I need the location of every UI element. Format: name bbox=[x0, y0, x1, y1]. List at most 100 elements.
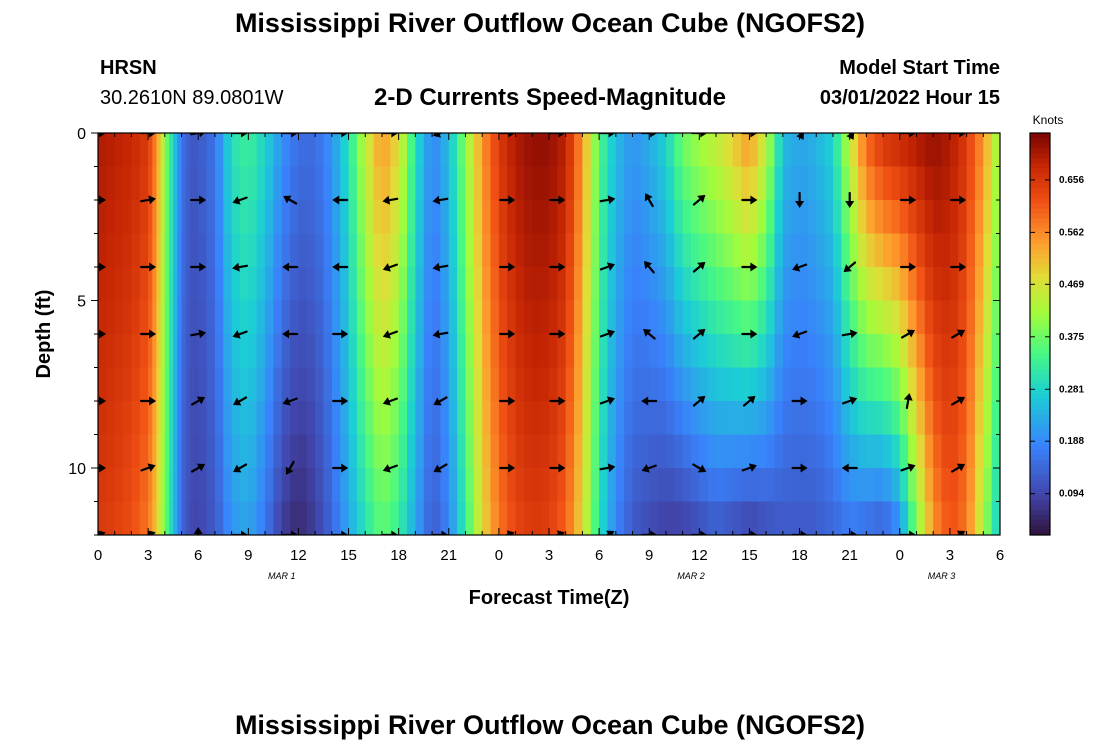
heatmap-cell bbox=[498, 166, 508, 201]
heatmap-cell bbox=[807, 468, 817, 503]
heatmap-cell bbox=[849, 501, 859, 535]
heatmap-cell bbox=[749, 166, 759, 201]
heatmap-cell bbox=[340, 166, 350, 201]
heatmap-cell bbox=[565, 434, 575, 469]
heatmap-cell bbox=[665, 401, 675, 436]
heatmap-cell bbox=[766, 166, 776, 201]
heatmap-cell bbox=[924, 166, 934, 201]
heatmap-cell bbox=[632, 334, 642, 369]
heatmap-cell bbox=[766, 233, 776, 268]
heatmap-cell bbox=[265, 300, 274, 335]
heatmap-cell bbox=[164, 200, 170, 235]
heatmap-cell bbox=[398, 367, 408, 402]
heatmap-cell bbox=[941, 267, 951, 302]
current-arrow bbox=[140, 262, 157, 272]
heatmap-cell bbox=[582, 233, 592, 268]
heatmap-cell bbox=[214, 267, 224, 302]
heatmap-cell bbox=[248, 468, 258, 503]
heatmap-cell bbox=[640, 166, 650, 201]
heatmap-cell bbox=[624, 401, 634, 436]
heatmap-cell bbox=[791, 468, 801, 503]
heatmap-cell bbox=[290, 468, 300, 503]
heatmap-cell bbox=[741, 468, 751, 503]
heatmap-cell bbox=[423, 367, 433, 402]
heatmap-cell bbox=[290, 200, 300, 235]
heatmap-cell bbox=[390, 200, 400, 235]
colorbar-segment bbox=[1030, 374, 1050, 380]
heatmap-cell bbox=[615, 267, 625, 302]
heatmap-cell bbox=[849, 267, 859, 302]
heatmap-cell bbox=[690, 501, 700, 535]
heatmap-cell bbox=[858, 468, 867, 503]
heatmap-cell bbox=[532, 133, 542, 168]
heatmap-cell bbox=[732, 367, 742, 402]
heatmap-cell bbox=[916, 334, 926, 369]
heatmap-cell bbox=[114, 133, 124, 168]
heatmap-cell bbox=[724, 133, 734, 168]
heatmap-cell bbox=[156, 434, 162, 469]
heatmap-cell bbox=[615, 434, 625, 469]
colorbar-segment bbox=[1030, 399, 1050, 405]
heatmap-cell bbox=[265, 434, 274, 469]
heatmap-cell bbox=[933, 501, 943, 535]
heatmap-cell bbox=[490, 367, 500, 402]
heatmap-cell bbox=[123, 166, 133, 201]
heatmap-cell bbox=[498, 267, 508, 302]
heatmap-cell bbox=[206, 334, 216, 369]
heatmap-cell bbox=[156, 401, 162, 436]
heatmap-cell bbox=[916, 200, 926, 235]
y-tick-label: 10 bbox=[68, 461, 86, 478]
colorbar-segment bbox=[1030, 469, 1050, 476]
heatmap-cell bbox=[273, 434, 283, 469]
heatmap-cell bbox=[732, 501, 742, 535]
heatmap-cell bbox=[599, 300, 609, 335]
heatmap-cell bbox=[98, 501, 107, 535]
heatmap-cell bbox=[448, 233, 458, 268]
heatmap-cell bbox=[373, 434, 383, 469]
heatmap-cell bbox=[239, 401, 249, 436]
heatmap-cell bbox=[98, 267, 107, 302]
heatmap-cell bbox=[532, 267, 542, 302]
heatmap-cell bbox=[716, 300, 725, 335]
heatmap-cell bbox=[682, 334, 692, 369]
heatmap-cell bbox=[373, 200, 383, 235]
heatmap-cell bbox=[557, 200, 567, 235]
heatmap-cell bbox=[599, 434, 609, 469]
current-arrow bbox=[899, 262, 917, 272]
heatmap-cell bbox=[482, 468, 492, 503]
current-arrow bbox=[791, 530, 808, 535]
heatmap-cell bbox=[148, 200, 153, 235]
heatmap-cell bbox=[949, 501, 959, 535]
heatmap-cell bbox=[290, 166, 300, 201]
heatmap-cell bbox=[440, 133, 450, 168]
heatmap-cell bbox=[168, 334, 174, 369]
heatmap-cell bbox=[716, 233, 725, 268]
heatmap-cell bbox=[457, 300, 467, 335]
heatmap-cell bbox=[106, 166, 116, 201]
heatmap-cell bbox=[699, 367, 709, 402]
heatmap-cell bbox=[816, 367, 826, 402]
chart-subtitle: 2-D Currents Speed-Magnitude bbox=[373, 84, 727, 111]
heatmap-cell bbox=[749, 434, 759, 469]
heatmap-cell bbox=[933, 367, 943, 402]
heatmap-cell bbox=[732, 468, 742, 503]
heatmap-cell bbox=[557, 401, 567, 436]
heatmap-cell bbox=[974, 200, 984, 235]
heatmap-cell bbox=[365, 133, 375, 168]
heatmap-cell bbox=[749, 367, 759, 402]
heatmap-cell bbox=[523, 300, 533, 335]
heatmap-cell bbox=[168, 233, 174, 268]
heatmap-cell bbox=[331, 133, 341, 168]
heatmap-cell bbox=[949, 468, 959, 503]
current-arrow bbox=[691, 530, 708, 535]
heatmap-cell bbox=[991, 334, 1000, 369]
colorbar-segment bbox=[1030, 223, 1050, 229]
heatmap-cell bbox=[256, 501, 266, 535]
heatmap-cell bbox=[223, 200, 233, 235]
current-arrow bbox=[382, 133, 399, 138]
current-arrow bbox=[231, 530, 248, 535]
current-arrow bbox=[433, 396, 448, 406]
heatmap-cell bbox=[306, 200, 316, 235]
heatmap-cell bbox=[791, 133, 801, 168]
heatmap-cell bbox=[381, 367, 391, 402]
